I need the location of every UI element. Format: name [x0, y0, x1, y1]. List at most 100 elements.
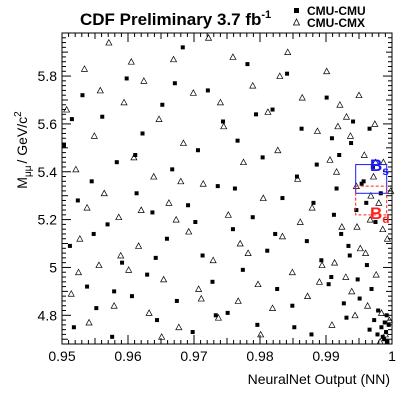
y-axis-label-sup: 2 — [13, 111, 24, 117]
cmu-cmu-point — [114, 160, 119, 165]
cmu-cmu-point — [254, 112, 259, 117]
cmu-cmx-point — [367, 191, 375, 199]
cmu-cmu-point — [367, 126, 372, 131]
cmu-cmx-point — [95, 261, 103, 268]
y-axis-label-main: M — [14, 177, 30, 189]
cmu-cmu-point — [105, 222, 110, 227]
cmu-cmu-point — [80, 93, 85, 98]
y-tick-label: 5.8 — [38, 68, 58, 84]
cmu-cmu-point — [195, 148, 200, 153]
cmu-cmu-point — [270, 107, 275, 112]
y-tick-label: 5 — [49, 259, 57, 275]
cmu-cmu-point — [329, 275, 334, 280]
cmu-cmu-point — [290, 303, 295, 308]
y-axis-label-sub: μμ — [23, 165, 34, 177]
x-tick-label: 0.95 — [48, 348, 75, 364]
cmu-cmu-point — [172, 81, 177, 86]
cmu-cmu-point — [280, 196, 285, 201]
signal-windows — [355, 164, 388, 216]
cmu-cmu-point — [230, 227, 235, 232]
cmu-cmx-point — [268, 304, 277, 311]
cmu-cmx-point — [110, 301, 118, 309]
cmu-cmx-point — [348, 287, 356, 295]
cmu-cmu-point — [260, 155, 265, 160]
cmu-cmu-point — [382, 320, 387, 325]
cmu-cmu-point — [359, 181, 364, 186]
cmu-cmu-point — [344, 315, 349, 320]
cmu-cmu-point — [384, 313, 389, 318]
cmu-cmu-point — [221, 119, 226, 124]
cmu-cmx-point — [195, 285, 203, 292]
cmu-cmu-point — [285, 71, 290, 76]
cmu-cmx-point — [294, 175, 302, 182]
cmu-cmx-point — [328, 321, 336, 328]
legend-label-cmu-cmu: CMU-CMU — [307, 4, 366, 18]
y-tick-label: 5.2 — [38, 212, 58, 228]
cmu-cmu-point — [91, 231, 96, 236]
cmu-cmu-point — [339, 231, 344, 236]
cmu-cmx-point — [239, 158, 248, 166]
chart-title-sup: -1 — [261, 9, 271, 21]
cmu-cmx-point — [308, 203, 316, 211]
cmu-cmx-point — [125, 266, 133, 273]
cmu-cmu-point — [75, 198, 80, 203]
cmu-cmu-point — [304, 239, 309, 244]
cmu-cmu-point — [250, 215, 255, 220]
legend-triangle-marker — [292, 18, 301, 26]
cmu-cmu-point — [240, 267, 245, 272]
cmu-cmx-point — [199, 179, 207, 187]
cmu-cmx-point — [140, 77, 148, 84]
cmu-cmx-point — [379, 225, 387, 233]
bd-label: Bd — [370, 204, 390, 226]
cmu-cmu-point — [164, 236, 169, 241]
cmu-cmu-point — [299, 126, 304, 131]
cmu-cmx-point — [342, 273, 350, 280]
chart-title: CDF Preliminary 3.7 fb-1 — [80, 9, 271, 29]
x-tick-label: 0.99 — [312, 348, 339, 364]
cmu-cmx-point — [67, 290, 75, 297]
cmu-cmx-point — [134, 242, 143, 249]
cmu-cmx-point — [229, 53, 237, 60]
cmu-cmx-point — [259, 194, 267, 201]
cmu-cmx-point — [105, 38, 113, 46]
cmu-cmu-point — [89, 179, 94, 184]
cmu-cmx-point — [224, 211, 232, 218]
cmu-cmu-point — [373, 219, 378, 224]
cmu-cmx-point — [204, 34, 213, 41]
cmu-cmx-point — [130, 153, 138, 161]
cmu-cmu-point — [174, 298, 179, 303]
cmu-cmu-point — [341, 301, 346, 306]
cmu-cmx-point — [80, 65, 89, 72]
cmu-cmu-point — [331, 212, 336, 217]
cmu-cmu-point — [379, 325, 384, 330]
cmu-cmu-point — [314, 162, 319, 167]
cmu-cmx-point — [288, 268, 296, 276]
cmu-cmx-point — [257, 330, 265, 338]
cmu-cmu-point — [273, 231, 278, 236]
cmu-cmx-point — [254, 280, 262, 288]
series-cmu-cmx — [63, 34, 395, 345]
cmu-cmx-point — [165, 199, 173, 206]
legend: CMU-CMU CMU-CMX — [292, 4, 366, 30]
cmu-cmx-point — [376, 337, 384, 345]
cmu-cmu-point — [124, 76, 129, 81]
cmu-cmx-point — [234, 297, 242, 304]
cmu-cmu-point — [355, 277, 360, 282]
cmu-cmx-point — [336, 101, 344, 108]
cmu-cmx-point — [351, 311, 359, 319]
cmu-cmx-point — [179, 139, 188, 146]
cmu-cmu-point — [205, 88, 210, 93]
cmu-cmx-point — [355, 91, 363, 99]
cmu-cmx-point — [63, 105, 71, 113]
cmu-cmx-point — [175, 323, 183, 331]
bs-label-sub: s — [382, 164, 389, 178]
bd-window-box — [355, 185, 388, 216]
cmu-cmu-point — [364, 263, 369, 268]
cmu-cmu-point — [61, 143, 66, 148]
cmu-cmx-point — [353, 223, 361, 230]
cmu-cmx-point — [120, 98, 128, 106]
x-tick-label: 0.98 — [246, 348, 273, 364]
cmu-cmx-point — [236, 239, 244, 247]
cmu-cmu-point — [235, 138, 240, 143]
cmu-cmx-point — [177, 177, 185, 185]
